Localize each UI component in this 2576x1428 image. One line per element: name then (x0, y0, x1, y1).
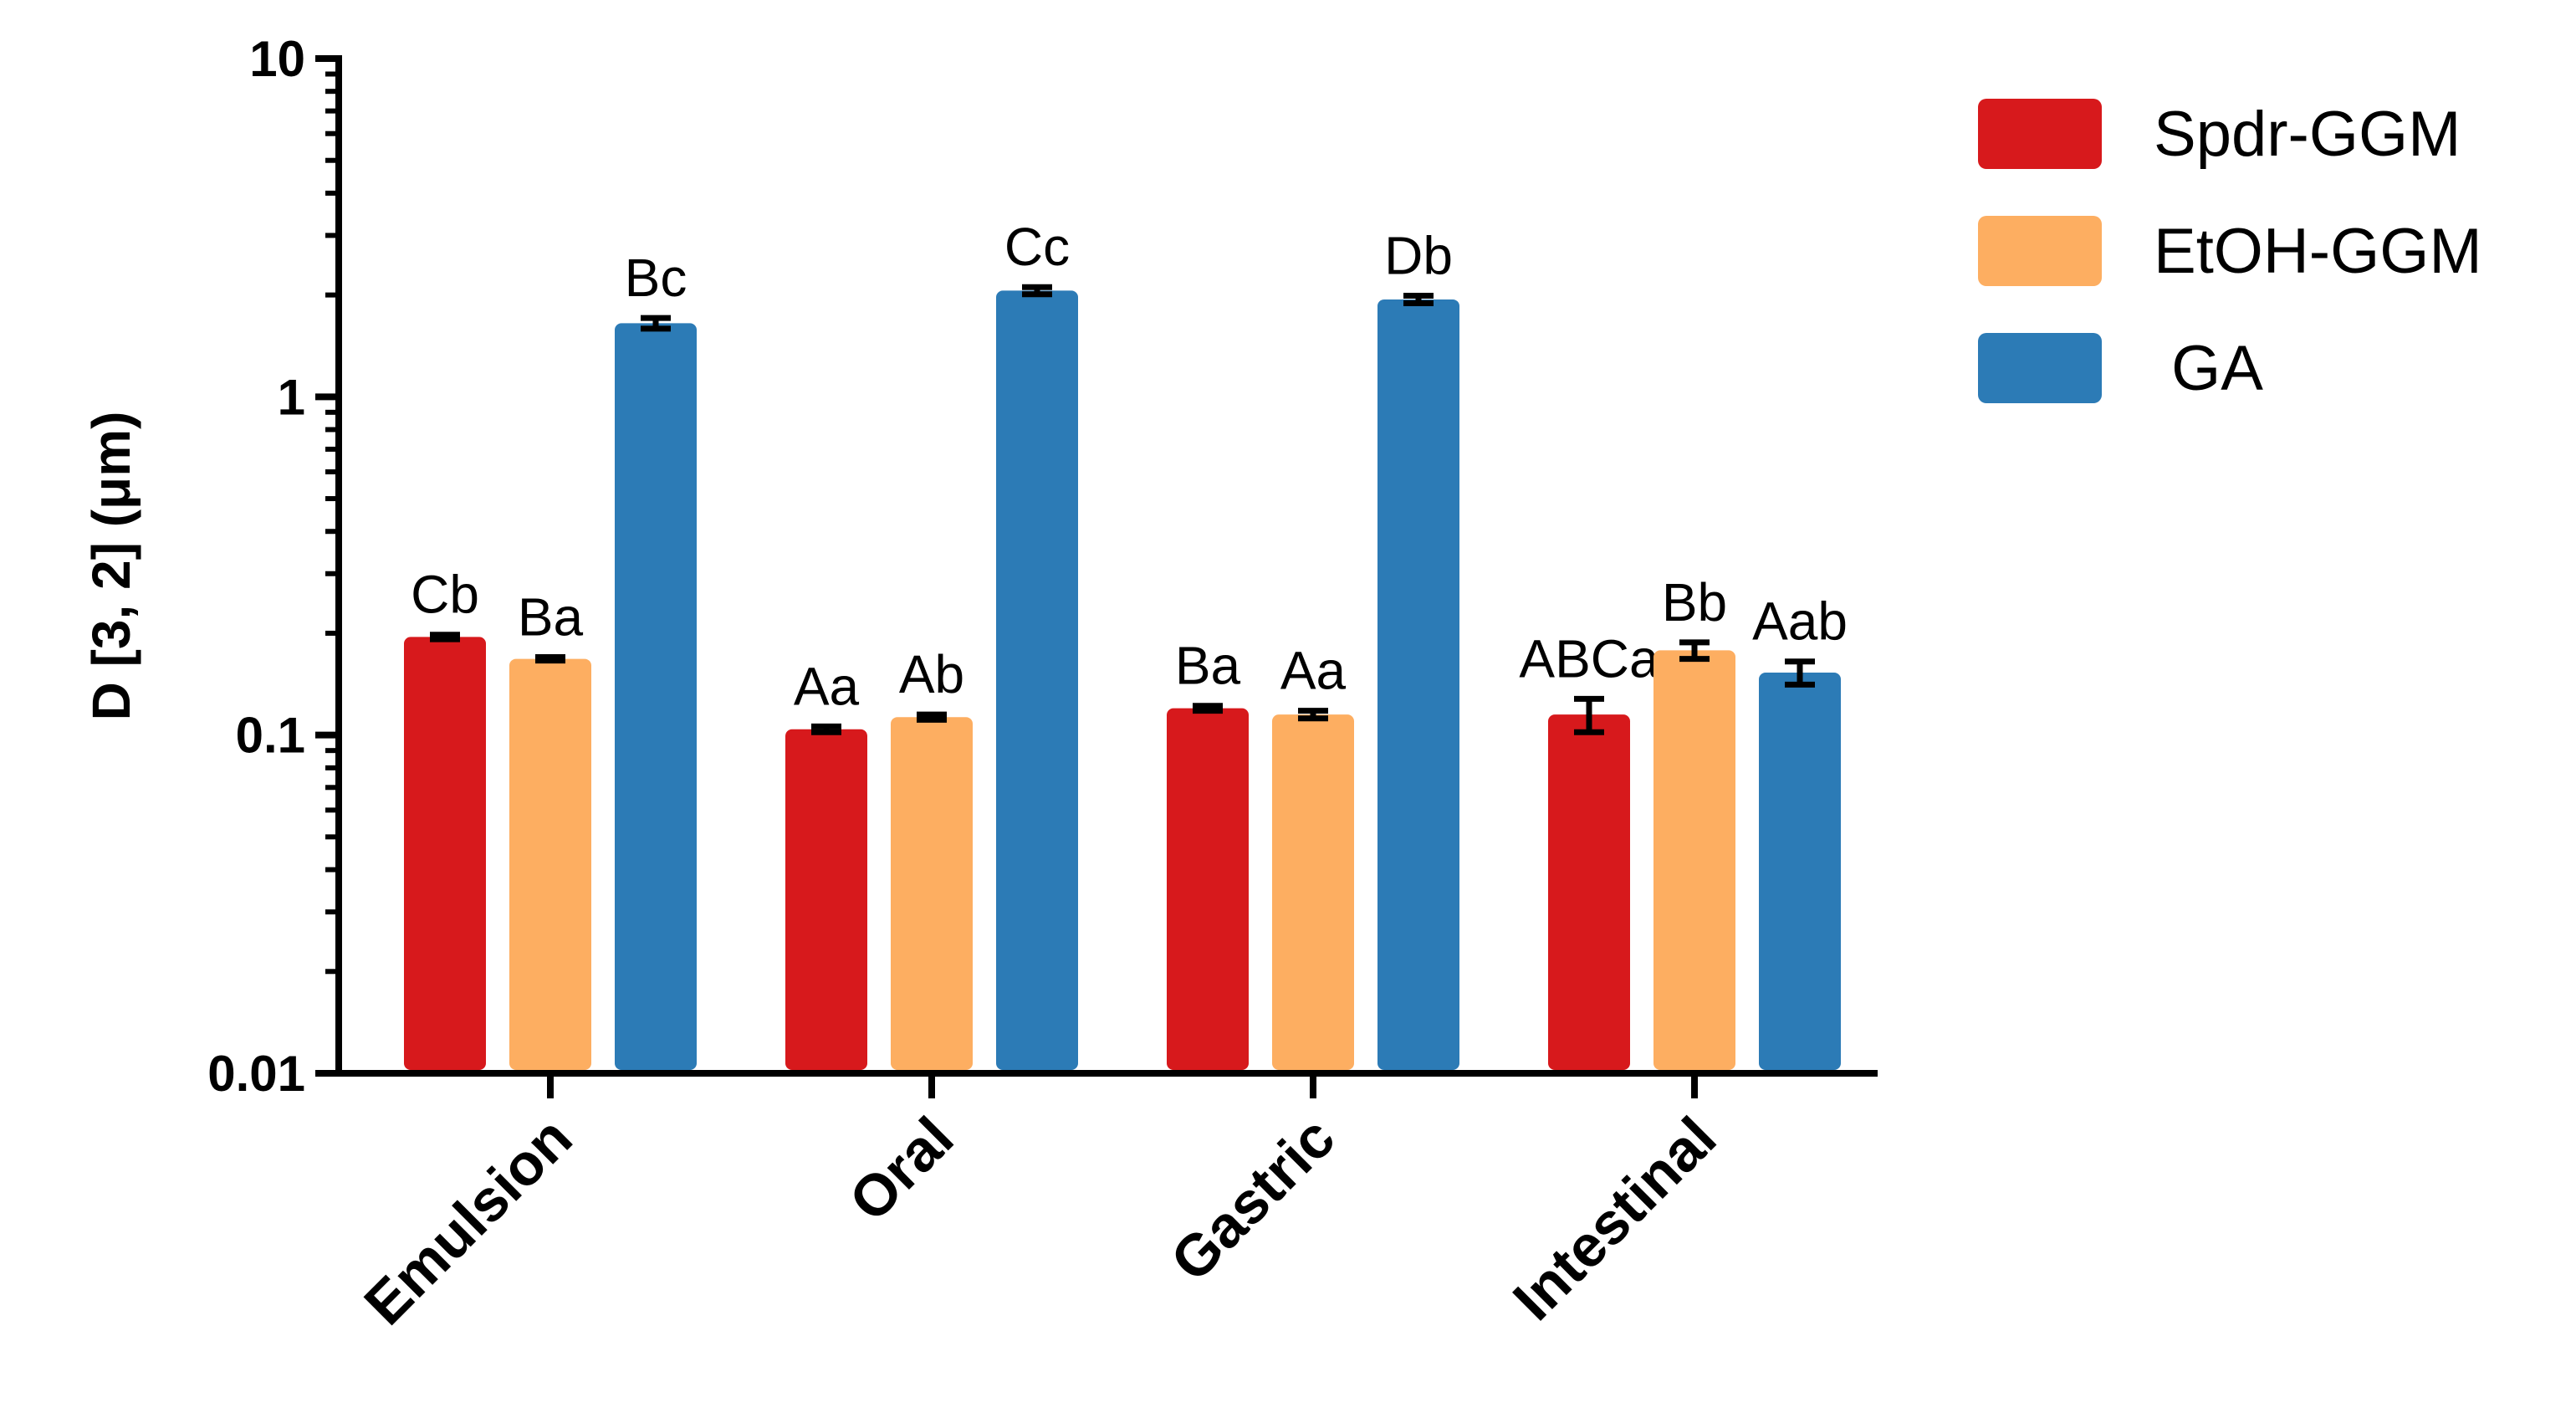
bar (996, 290, 1078, 1070)
x-tick-label: Gastric (1158, 1104, 1347, 1293)
bar (1759, 672, 1841, 1070)
bar (785, 729, 867, 1070)
bar (509, 658, 591, 1070)
bar-label: Ba (1175, 636, 1241, 696)
bar-label: Ab (899, 644, 964, 704)
bar-label: Aa (794, 656, 860, 716)
x-axis: Emulsion Oral Gastric Intestinal (335, 1070, 1878, 1337)
bar (1377, 299, 1459, 1070)
bar (404, 637, 486, 1070)
bar (615, 323, 697, 1070)
bar-label: Aab (1752, 591, 1848, 652)
legend-swatch (1978, 99, 2102, 169)
bar (891, 717, 973, 1070)
bar (1548, 714, 1630, 1070)
bar-label: Bb (1662, 572, 1727, 632)
bar (1653, 650, 1735, 1070)
y-axis: D [3, 2] (μm) 0.01 0.1 1 10 (81, 31, 342, 1102)
legend-swatch (1978, 333, 2102, 403)
legend-label: Spdr-GGM (2154, 99, 2461, 170)
y-tick-label: 10 (249, 31, 305, 87)
legend-label: EtOH-GGM (2154, 216, 2482, 287)
legend: Spdr-GGM EtOH-GGM GA (1978, 99, 2482, 404)
bar-label: Db (1384, 225, 1453, 285)
bar-label: ABCa (1519, 628, 1659, 688)
y-tick-label: 0.1 (236, 708, 305, 764)
bar-label: Cb (411, 565, 479, 625)
bar-label: Bc (625, 248, 687, 308)
bar (1167, 708, 1249, 1070)
bar-label: Ba (518, 586, 584, 647)
y-axis-title: D [3, 2] (μm) (81, 412, 141, 721)
bar (1272, 714, 1354, 1070)
bar-label: Cc (1004, 217, 1070, 277)
y-tick-label: 0.01 (207, 1046, 305, 1102)
legend-swatch (1978, 216, 2102, 286)
bar-label: Aa (1280, 641, 1347, 701)
y-tick-label: 1 (278, 369, 305, 425)
legend-label: GA (2154, 333, 2263, 404)
x-tick-label: Oral (836, 1104, 965, 1233)
x-tick-label: Emulsion (352, 1104, 585, 1337)
x-tick-label: Intestinal (1500, 1104, 1728, 1332)
